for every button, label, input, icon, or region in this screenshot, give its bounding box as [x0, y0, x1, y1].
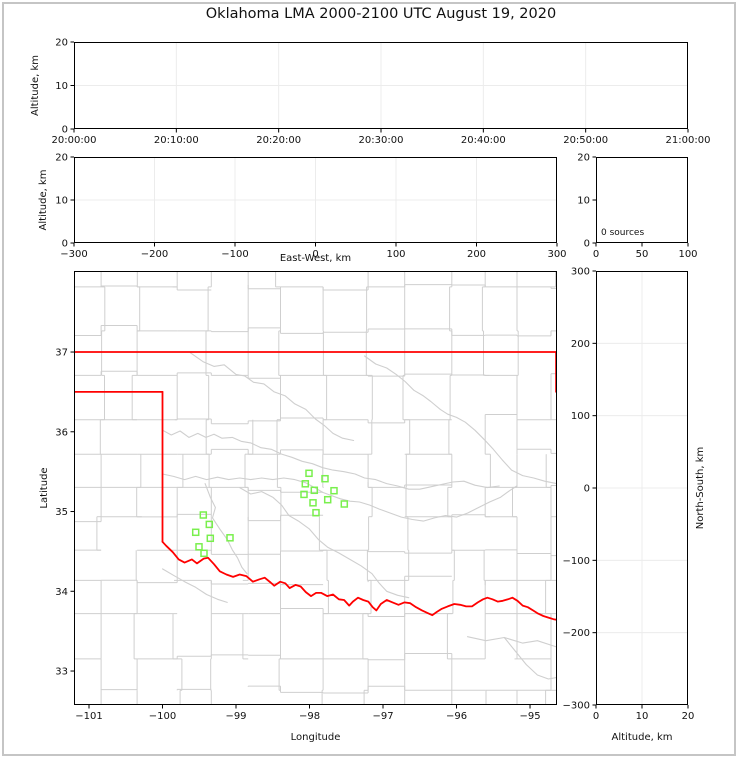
- lma-source-marker: [300, 490, 308, 499]
- y-tick-label: 0: [62, 239, 68, 250]
- lma-source-marker: [340, 500, 349, 508]
- panel-source-hist: 0 50 100 0 10 20 0 sources: [577, 153, 697, 261]
- x-tick-label: 20:10:00: [154, 135, 199, 146]
- x-tick-label: 100: [386, 249, 405, 260]
- river-line: [364, 355, 557, 485]
- x-tick-label: −98: [299, 711, 320, 722]
- x-axis-label: East-West, km: [280, 253, 351, 264]
- x-tick-label: 20:20:00: [256, 135, 301, 146]
- panel-spines: [596, 157, 688, 243]
- y-tick-label: 37: [55, 348, 68, 359]
- lma-source-marker: [206, 534, 215, 543]
- y-tick-label: 200: [571, 339, 590, 350]
- river-line: [503, 636, 557, 680]
- y-tick-label: 10: [55, 196, 68, 207]
- map-geography-layers: [74, 271, 557, 705]
- y-tick-label: 20: [55, 153, 68, 164]
- x-tick-label: 100: [678, 249, 697, 260]
- x-axis-label: Altitude, km: [612, 732, 673, 743]
- river-line: [239, 487, 410, 599]
- x-tick-label: 200: [467, 249, 486, 260]
- y-tick-label: 0: [584, 239, 590, 250]
- lma-source-marker: [312, 508, 320, 517]
- x-tick-label: −100: [221, 249, 248, 260]
- figure-title: Oklahoma LMA 2000-2100 UTC August 19, 20…: [205, 6, 557, 22]
- lma-source-marker: [309, 499, 317, 507]
- y-tick-label: 20: [577, 153, 590, 164]
- x-tick-label: 0: [312, 249, 318, 260]
- lma-source-marker: [200, 549, 208, 558]
- y-axis-label: Latitude: [39, 467, 50, 508]
- x-tick-label: −95: [519, 711, 540, 722]
- y-tick-label: 0: [62, 125, 68, 136]
- x-tick-label: 20:30:00: [359, 135, 404, 146]
- x-tick-label: 0: [593, 249, 599, 260]
- lma-source-markers: [191, 469, 349, 558]
- source-count-annotation: 0 sources: [601, 228, 644, 238]
- lma-source-marker: [323, 495, 332, 504]
- oklahoma-state-border: [161, 540, 557, 621]
- panel-spines: [74, 42, 688, 129]
- x-tick-label: −96: [446, 711, 467, 722]
- x-tick-label: −300: [60, 249, 87, 260]
- lma-source-marker: [305, 469, 313, 478]
- x-tick-label: −101: [75, 711, 102, 722]
- panel-ns-height: 0 10 20 300 200 100 0 −100 −200 −300 Altitude, km N…: [563, 267, 706, 744]
- panel-spines: [74, 271, 557, 705]
- y-tick-label: 33: [55, 667, 68, 678]
- panel-ew-height: −300 −200 −100 0 100 200 300 0 10 20 East-West, km…: [38, 153, 567, 265]
- x-axis-label: Longitude: [291, 732, 341, 743]
- y-tick-label: −200: [563, 628, 590, 639]
- y-tick-label: 100: [571, 411, 590, 422]
- x-tick-label: −99: [225, 711, 246, 722]
- x-tick-label: 0: [593, 711, 599, 722]
- x-tick-label: −97: [372, 711, 393, 722]
- river-line: [161, 429, 500, 490]
- river-line: [204, 483, 248, 575]
- y-tick-label: 0: [584, 484, 590, 495]
- x-tick-label: 10: [636, 711, 649, 722]
- lma-source-marker: [191, 528, 200, 537]
- y-tick-label: 35: [55, 507, 68, 518]
- y-tick-label: −100: [563, 556, 590, 567]
- lma-source-marker: [226, 534, 234, 542]
- y-tick-label: 300: [571, 267, 590, 278]
- river-line: [161, 568, 228, 603]
- y-tick-label: 20: [55, 38, 68, 49]
- panel-map: −101 −100 −99 −98 −97 −96 −95 33 34 35 36 37 Longitu…: [39, 271, 557, 743]
- lma-source-marker: [330, 486, 338, 495]
- y-axis-label: North-South, km: [695, 447, 706, 530]
- x-tick-label: −200: [141, 249, 168, 260]
- y-tick-label: −300: [563, 701, 590, 712]
- y-tick-label: 10: [55, 81, 68, 92]
- lma-source-marker: [199, 511, 208, 519]
- panel-spines: [74, 157, 557, 243]
- y-tick-label: 34: [55, 587, 68, 598]
- x-tick-label: 20:00:00: [52, 135, 97, 146]
- lma-source-marker: [205, 520, 214, 529]
- river-line: [466, 636, 557, 648]
- lma-source-marker: [310, 486, 319, 495]
- x-tick-label: 20:50:00: [563, 135, 608, 146]
- panel-time-height: 20:00:00 20:10:00 20:20:00 20:30:00 20:40:00…: [30, 38, 710, 147]
- x-tick-label: 20: [682, 711, 695, 722]
- y-tick-label: 36: [55, 427, 68, 438]
- x-tick-label: 21:00:00: [666, 135, 711, 146]
- lma-source-marker: [195, 543, 203, 551]
- river-line: [161, 473, 518, 522]
- x-tick-label: 50: [636, 249, 649, 260]
- panel-spines: [596, 271, 688, 705]
- lma-source-marker: [321, 474, 329, 483]
- river-line: [189, 352, 355, 442]
- y-tick-label: 10: [577, 196, 590, 207]
- x-tick-label: 300: [547, 249, 566, 260]
- y-axis-label: Altitude, km: [38, 170, 49, 231]
- y-axis-label: Altitude, km: [30, 55, 41, 116]
- lma-source-marker: [301, 480, 310, 488]
- x-tick-label: −100: [149, 711, 176, 722]
- x-tick-label: 20:40:00: [461, 135, 506, 146]
